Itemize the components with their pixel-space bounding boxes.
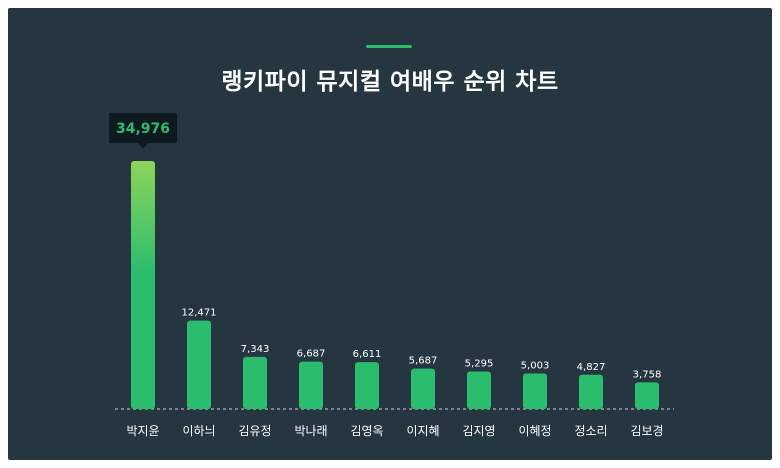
data-label: 3,758 bbox=[633, 369, 662, 380]
category-label: 이혜정 bbox=[518, 424, 551, 438]
data-label: 5,003 bbox=[521, 361, 550, 372]
bar-이혜정 bbox=[523, 373, 547, 409]
data-label: 5,687 bbox=[409, 356, 438, 367]
category-label: 이하늬 bbox=[182, 424, 215, 438]
bar-김보경 bbox=[635, 382, 659, 409]
bar-박나래 bbox=[299, 361, 323, 409]
bar-이하늬 bbox=[187, 320, 211, 409]
category-label: 김영옥 bbox=[350, 424, 383, 438]
category-label: 박지윤 bbox=[126, 424, 159, 438]
bar-이지혜 bbox=[411, 368, 435, 409]
data-label: 6,687 bbox=[297, 349, 326, 360]
category-label: 박나래 bbox=[294, 424, 327, 438]
bar-chart: 34,976 박지윤 12,471 이하늬 7,343 김유정 6,687 박나래 6,611 김… bbox=[109, 113, 674, 438]
bar-김영옥 bbox=[355, 362, 379, 409]
category-label: 정소리 bbox=[574, 424, 607, 438]
chart-title: 랭키파이 뮤지컬 여배우 순위 차트 bbox=[221, 69, 559, 95]
category-label: 김유정 bbox=[238, 424, 271, 438]
data-label: 7,343 bbox=[241, 344, 270, 355]
data-label: 6,611 bbox=[353, 349, 382, 360]
data-label: 5,295 bbox=[465, 358, 494, 369]
data-label: 12,471 bbox=[182, 308, 217, 319]
value-tooltip bbox=[109, 113, 177, 143]
bar-김유정 bbox=[243, 356, 267, 409]
chart-card: 랭키파이 뮤지컬 여배우 순위 차트 34,976 박지윤 12,471 이하늬 7,3… bbox=[8, 8, 772, 460]
category-label: 김보경 bbox=[630, 424, 663, 438]
bar-박지윤 bbox=[131, 161, 155, 409]
value-tooltip-pointer bbox=[138, 143, 148, 149]
bar-김지영 bbox=[467, 371, 491, 409]
title-accent-line bbox=[366, 45, 412, 48]
category-label: 김지영 bbox=[462, 424, 495, 438]
category-label: 이지혜 bbox=[406, 424, 439, 438]
data-label: 4,827 bbox=[577, 362, 606, 373]
data-label: 34,976 bbox=[116, 121, 170, 137]
bar-정소리 bbox=[579, 374, 603, 409]
